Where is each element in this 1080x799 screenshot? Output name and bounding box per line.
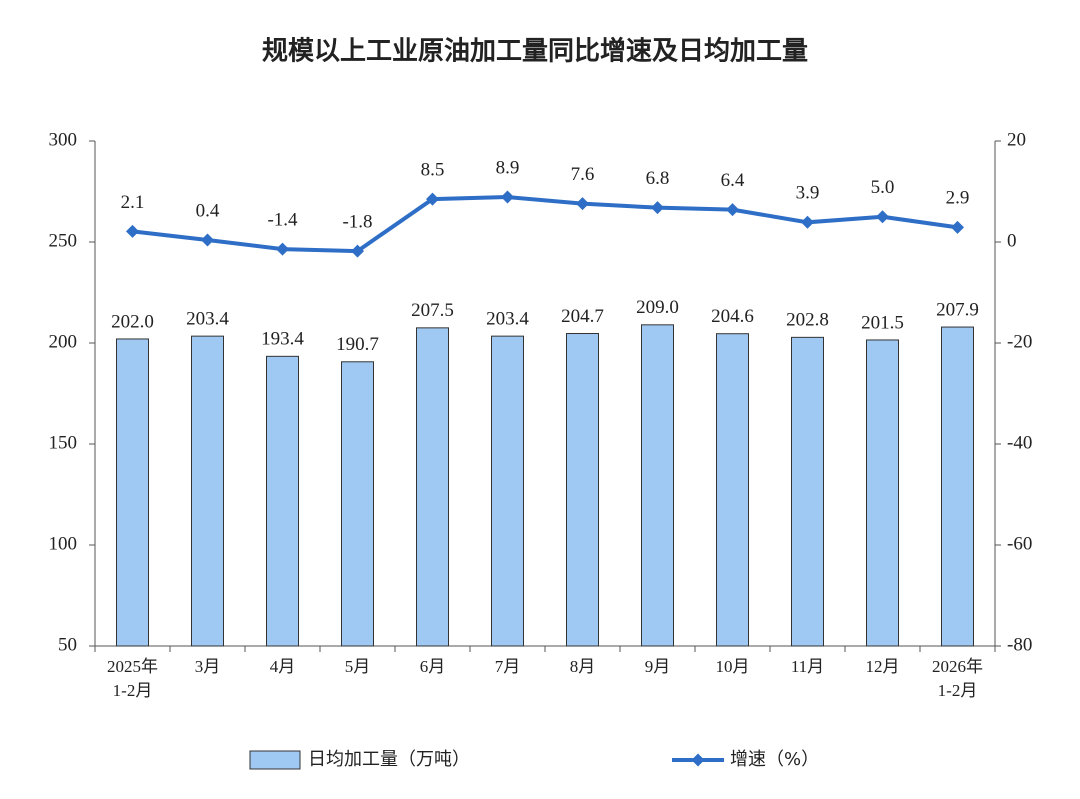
x-tick-label: 10月: [716, 657, 750, 676]
line-value-label: -1.4: [267, 209, 298, 230]
y2-tick-label: -40: [1007, 432, 1032, 453]
line-value-label: 3.9: [796, 183, 820, 204]
line-marker: [501, 190, 514, 204]
x-tick-label: 9月: [645, 657, 671, 676]
line: [132, 195, 958, 254]
legend-label: 日均加工量（万吨）: [308, 749, 470, 770]
y-tick-label: 300: [49, 129, 78, 150]
bar-value-label: 203.4: [486, 308, 529, 329]
bar: [416, 327, 449, 647]
chart-title: 规模以上工业原油加工量同比增速及日均加工量: [262, 36, 808, 67]
y-tick-label: 50: [58, 634, 77, 655]
line-marker: [726, 203, 739, 217]
x-tick-label: 8月: [570, 657, 596, 676]
line-value-label: -1.8: [342, 211, 372, 232]
line-value-label: 8.5: [421, 159, 445, 180]
legend-marker: [691, 753, 705, 767]
line-marker: [276, 242, 289, 256]
line-value-label: 0.4: [196, 200, 220, 221]
x-tick-label: 4月: [270, 657, 296, 676]
line-value-label: 2.9: [946, 188, 970, 209]
line-marker: [651, 201, 664, 215]
bar: [791, 336, 824, 647]
y-tick-label: 200: [49, 331, 78, 352]
bar-value-label: 202.8: [786, 310, 829, 331]
bar: [941, 326, 974, 647]
y2-tick-label: -80: [1007, 634, 1032, 655]
x-tick-label: 2026年 1-2月: [932, 657, 983, 700]
x-tick-label: 6月: [420, 657, 446, 676]
x-tick-label: 7月: [495, 657, 521, 676]
bar: [566, 333, 599, 647]
bar-value-label: 193.4: [261, 329, 304, 350]
y2-tick-label: -60: [1007, 533, 1032, 554]
bar-value-label: 209.0: [636, 297, 679, 318]
y2-tick-label: -20: [1007, 331, 1032, 352]
bar: [491, 335, 524, 647]
bar-value-label: 204.7: [561, 306, 604, 327]
bar-value-label: 201.5: [861, 312, 904, 333]
bar-value-label: 207.9: [936, 299, 979, 320]
bar-value-label: 203.4: [186, 308, 229, 329]
line-marker: [576, 197, 589, 211]
x-tick-label: 3月: [195, 657, 221, 676]
line-marker: [951, 220, 964, 234]
legend-label: 增速（%）: [730, 749, 819, 770]
x-tick-label: 12月: [866, 657, 900, 676]
bar: [716, 333, 749, 647]
y-tick-label: 150: [49, 432, 78, 453]
line-value-label: 6.8: [646, 168, 670, 189]
line-marker: [201, 233, 214, 247]
line-value-label: 6.4: [721, 170, 745, 191]
y2-tick-label: 0: [1007, 230, 1017, 251]
legend-swatch: [249, 750, 301, 770]
line-marker: [801, 215, 814, 229]
y-tick-label: 250: [49, 230, 78, 251]
line-value-label: 2.1: [121, 192, 145, 213]
y2-tick-label: 20: [1007, 129, 1026, 150]
bar-value-label: 207.5: [411, 300, 454, 321]
bar: [341, 361, 374, 647]
bar-value-label: 190.7: [336, 334, 379, 355]
bar: [641, 324, 674, 647]
bar: [866, 339, 899, 647]
bar: [191, 335, 224, 647]
y-tick-label: 100: [49, 533, 78, 554]
x-tick-label: 11月: [791, 657, 824, 676]
line-marker: [126, 224, 139, 238]
bar: [116, 338, 149, 647]
line-value-label: 5.0: [871, 177, 895, 198]
line-value-label: 7.6: [571, 164, 595, 185]
x-tick-label: 5月: [345, 657, 371, 676]
line-marker: [426, 192, 439, 206]
x-tick-label: 2025年 1-2月: [107, 657, 158, 700]
line-marker: [876, 210, 889, 224]
bar-value-label: 204.6: [711, 306, 754, 327]
line-marker: [351, 244, 364, 258]
bar-value-label: 202.0: [111, 311, 154, 332]
bar: [266, 355, 299, 647]
line-value-label: 8.9: [496, 157, 520, 178]
